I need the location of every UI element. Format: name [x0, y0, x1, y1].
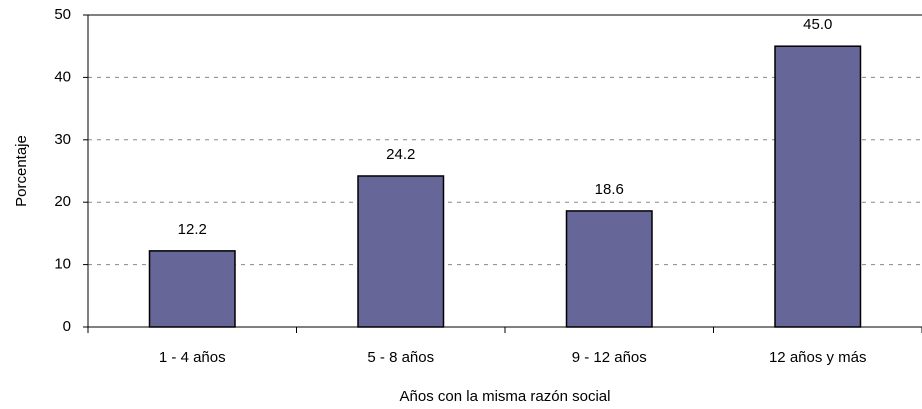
x-tick-label: 12 años y más: [769, 349, 867, 366]
x-tick-label: 1 - 4 años: [159, 349, 226, 366]
bar: [565, 210, 653, 328]
y-tick-label: 40: [54, 68, 71, 85]
bar: [357, 175, 445, 328]
y-tick-label: 0: [63, 318, 71, 335]
x-axis-label: Años con la misma razón social: [400, 388, 611, 405]
y-tick-label: 50: [54, 6, 71, 23]
y-tick-label: 20: [54, 193, 71, 210]
x-tick-label: 9 - 12 años: [572, 349, 647, 366]
y-tick-label: 30: [54, 131, 71, 148]
x-tick-label: 5 - 8 años: [367, 349, 434, 366]
data-label: 18.6: [595, 181, 624, 198]
y-axis-label: Porcentaje: [13, 135, 30, 207]
bar: [774, 45, 862, 328]
bar: [148, 250, 236, 328]
data-label: 45.0: [803, 16, 832, 33]
y-tick-label: 10: [54, 256, 71, 273]
data-label: 24.2: [386, 146, 415, 163]
data-label: 12.2: [178, 221, 207, 238]
